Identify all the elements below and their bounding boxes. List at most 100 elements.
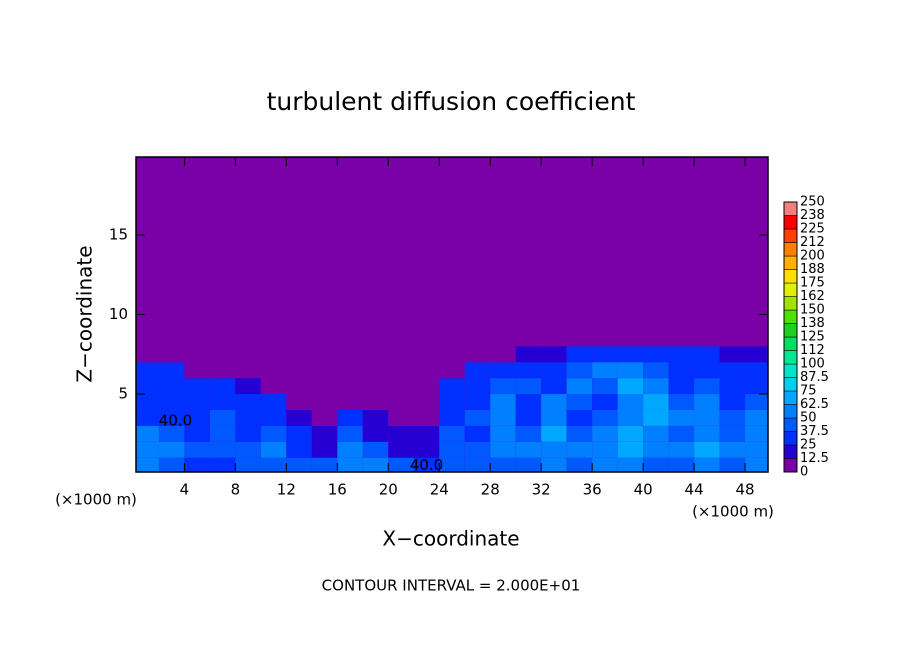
field-cell <box>490 457 516 472</box>
field-cell <box>337 362 363 379</box>
field-cell <box>337 425 363 442</box>
field-cell <box>184 409 210 426</box>
field-cell <box>566 425 593 442</box>
field-cell <box>362 457 389 472</box>
field-cell <box>668 425 695 442</box>
field-cell <box>668 346 695 363</box>
field-cell <box>490 394 516 410</box>
field-cell <box>464 425 491 442</box>
colorbar-band <box>783 417 798 432</box>
field-cell <box>439 441 465 458</box>
field-cell <box>694 362 720 379</box>
field-cell <box>184 346 210 363</box>
field-cell <box>388 346 414 363</box>
field-cell <box>136 457 159 472</box>
field-cell <box>719 441 746 458</box>
field-cell <box>694 425 720 442</box>
y-tick-label: 5 <box>118 385 128 403</box>
field-cell <box>184 457 210 472</box>
field-cell <box>158 362 185 379</box>
field-cell <box>337 378 363 395</box>
field-cell <box>260 425 287 442</box>
field-cell <box>413 378 440 395</box>
field-cell <box>490 378 516 395</box>
field-cell <box>617 441 644 458</box>
x-tick-label: 28 <box>481 481 500 499</box>
colorbar-band <box>783 350 798 365</box>
field-cell <box>413 394 440 410</box>
field-cell <box>158 425 185 442</box>
field-cell <box>541 425 567 442</box>
field-cell <box>464 457 491 472</box>
field-cell <box>745 409 768 426</box>
field-cell <box>286 409 312 426</box>
colorbar-label: 238 <box>800 208 825 223</box>
field-cell <box>158 409 185 426</box>
field-cell <box>541 409 567 426</box>
colorbar-label: 175 <box>800 276 825 291</box>
x-tick-label: 44 <box>685 481 704 499</box>
field-cell <box>541 346 567 363</box>
field-cell <box>337 394 363 410</box>
field-cell <box>566 362 593 379</box>
colorbar-band <box>783 363 798 378</box>
field-cell <box>694 457 720 472</box>
field-cell <box>668 378 695 395</box>
field-cell <box>719 425 746 442</box>
x-tick-label: 20 <box>379 481 398 499</box>
field-cell <box>136 409 159 426</box>
field-cell <box>617 409 644 426</box>
field-cell <box>136 378 159 395</box>
colorbar-label: 150 <box>800 303 825 318</box>
x-unit-label: (×1000 m) <box>692 503 774 521</box>
field-cell <box>515 394 542 410</box>
field-cell <box>439 362 465 379</box>
field-cell <box>566 346 593 363</box>
contour-label: 40.0 <box>159 412 192 430</box>
field-cell <box>362 346 389 363</box>
field-cell <box>592 425 618 442</box>
field-cell <box>136 441 159 458</box>
field-cell <box>235 441 261 458</box>
colorbar-band <box>783 255 798 270</box>
field-cell <box>490 409 516 426</box>
field-cell <box>260 441 287 458</box>
field-cell <box>694 346 720 363</box>
colorbar-band <box>783 296 798 311</box>
colorbar-label: 162 <box>800 289 825 304</box>
field-cell <box>311 457 338 472</box>
field-cell <box>694 441 720 458</box>
field-cell <box>235 394 261 410</box>
field-cell <box>286 362 312 379</box>
colorbar-label: 87.5 <box>800 370 829 385</box>
field-cell <box>413 441 440 458</box>
field-cell <box>260 409 287 426</box>
colorbar-label: 12.5 <box>800 451 829 466</box>
colorbar-label: 37.5 <box>800 424 829 439</box>
contour-interval-note: CONTOUR INTERVAL = 2.000E+01 <box>322 577 581 595</box>
field-cell <box>668 441 695 458</box>
field-cell <box>235 457 261 472</box>
field-cell <box>362 425 389 442</box>
colorbar-band <box>783 458 798 473</box>
field-cell <box>592 346 618 363</box>
field-cell <box>464 441 491 458</box>
chart-title: turbulent diffusion coefficient <box>267 87 636 116</box>
field-cell <box>617 378 644 395</box>
field-cell <box>745 394 768 410</box>
x-tick-label: 32 <box>532 481 551 499</box>
field-cell <box>439 378 465 395</box>
colorbar-label: 62.5 <box>800 397 829 412</box>
field-cell <box>413 362 440 379</box>
field-cell <box>694 378 720 395</box>
field-cell <box>136 346 159 363</box>
field-cell <box>184 362 210 379</box>
field-cell <box>209 441 236 458</box>
colorbar-label: 25 <box>800 438 817 453</box>
field-cell <box>235 378 261 395</box>
colorbar-band <box>783 242 798 257</box>
field-cell <box>209 378 236 395</box>
x-tick-label: 16 <box>328 481 347 499</box>
field-cell <box>136 425 159 442</box>
